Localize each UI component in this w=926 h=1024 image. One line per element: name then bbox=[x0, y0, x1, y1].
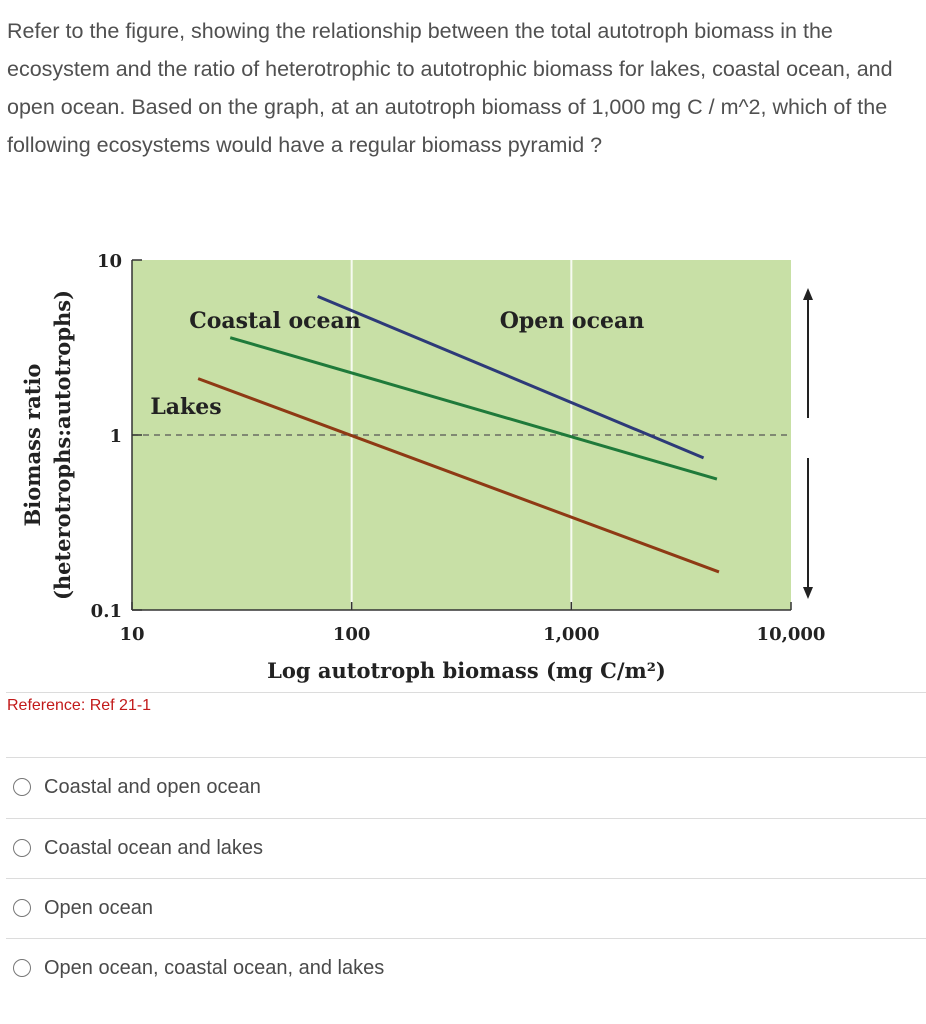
plot-background bbox=[132, 260, 791, 610]
biomass-chart: 0.1 1 10 10 100 1,000 10,000 Lakes Coastal ocean… bbox=[20, 251, 826, 683]
y-axis-title-line2: (heterotrophs:autotrophs) bbox=[50, 290, 75, 600]
arrow-up-icon bbox=[803, 288, 813, 300]
series-label-coastal-ocean: Coastal ocean bbox=[189, 308, 361, 334]
divider bbox=[6, 757, 926, 758]
option-coastal-and-open-ocean[interactable]: Coastal and open ocean bbox=[13, 772, 261, 802]
radio-button-icon[interactable] bbox=[13, 959, 31, 977]
option-label: Coastal ocean and lakes bbox=[44, 836, 264, 859]
option-coastal-ocean-and-lakes[interactable]: Coastal ocean and lakes bbox=[13, 833, 263, 863]
series-label-open-ocean: Open ocean bbox=[500, 308, 645, 334]
y-tick-label: 1 bbox=[109, 426, 122, 447]
reference-label: Reference: Ref 21-1 bbox=[7, 697, 152, 714]
option-open-ocean[interactable]: Open ocean bbox=[13, 893, 153, 923]
x-axis-title: Log autotroph biomass (mg C/m²) bbox=[267, 658, 666, 683]
x-tick-label: 10 bbox=[119, 624, 144, 645]
series-line-lakes bbox=[197, 377, 720, 574]
x-tick-label: 10,000 bbox=[757, 624, 826, 645]
x-tick-label: 1,000 bbox=[543, 624, 599, 645]
y-tick-label: 10 bbox=[97, 251, 122, 272]
question-text: Refer to the figure, showing the relatio… bbox=[7, 19, 893, 157]
radio-button-icon[interactable] bbox=[13, 899, 31, 917]
x-tick-label: 100 bbox=[333, 624, 371, 645]
option-open-coastal-and-lakes[interactable]: Open ocean, coastal ocean, and lakes bbox=[13, 953, 384, 983]
divider bbox=[6, 692, 926, 693]
series-line-coastal-ocean bbox=[229, 336, 718, 481]
radio-button-icon[interactable] bbox=[13, 778, 31, 796]
y-axis-title-line1: Biomass ratio bbox=[20, 364, 45, 527]
option-label: Coastal and open ocean bbox=[44, 775, 261, 798]
y-tick-label: 0.1 bbox=[91, 601, 122, 622]
radio-button-icon[interactable] bbox=[13, 839, 31, 857]
series-line-open-ocean bbox=[317, 294, 705, 460]
divider bbox=[6, 878, 926, 879]
divider bbox=[6, 818, 926, 819]
option-label: Open ocean bbox=[44, 896, 153, 919]
option-label: Open ocean, coastal ocean, and lakes bbox=[44, 956, 385, 979]
divider bbox=[6, 938, 926, 939]
arrow-down-icon bbox=[803, 587, 813, 599]
series-label-lakes: Lakes bbox=[150, 394, 221, 420]
figure: 0.1 1 10 10 100 1,000 10,000 Lakes Coastal ocean… bbox=[0, 232, 926, 692]
